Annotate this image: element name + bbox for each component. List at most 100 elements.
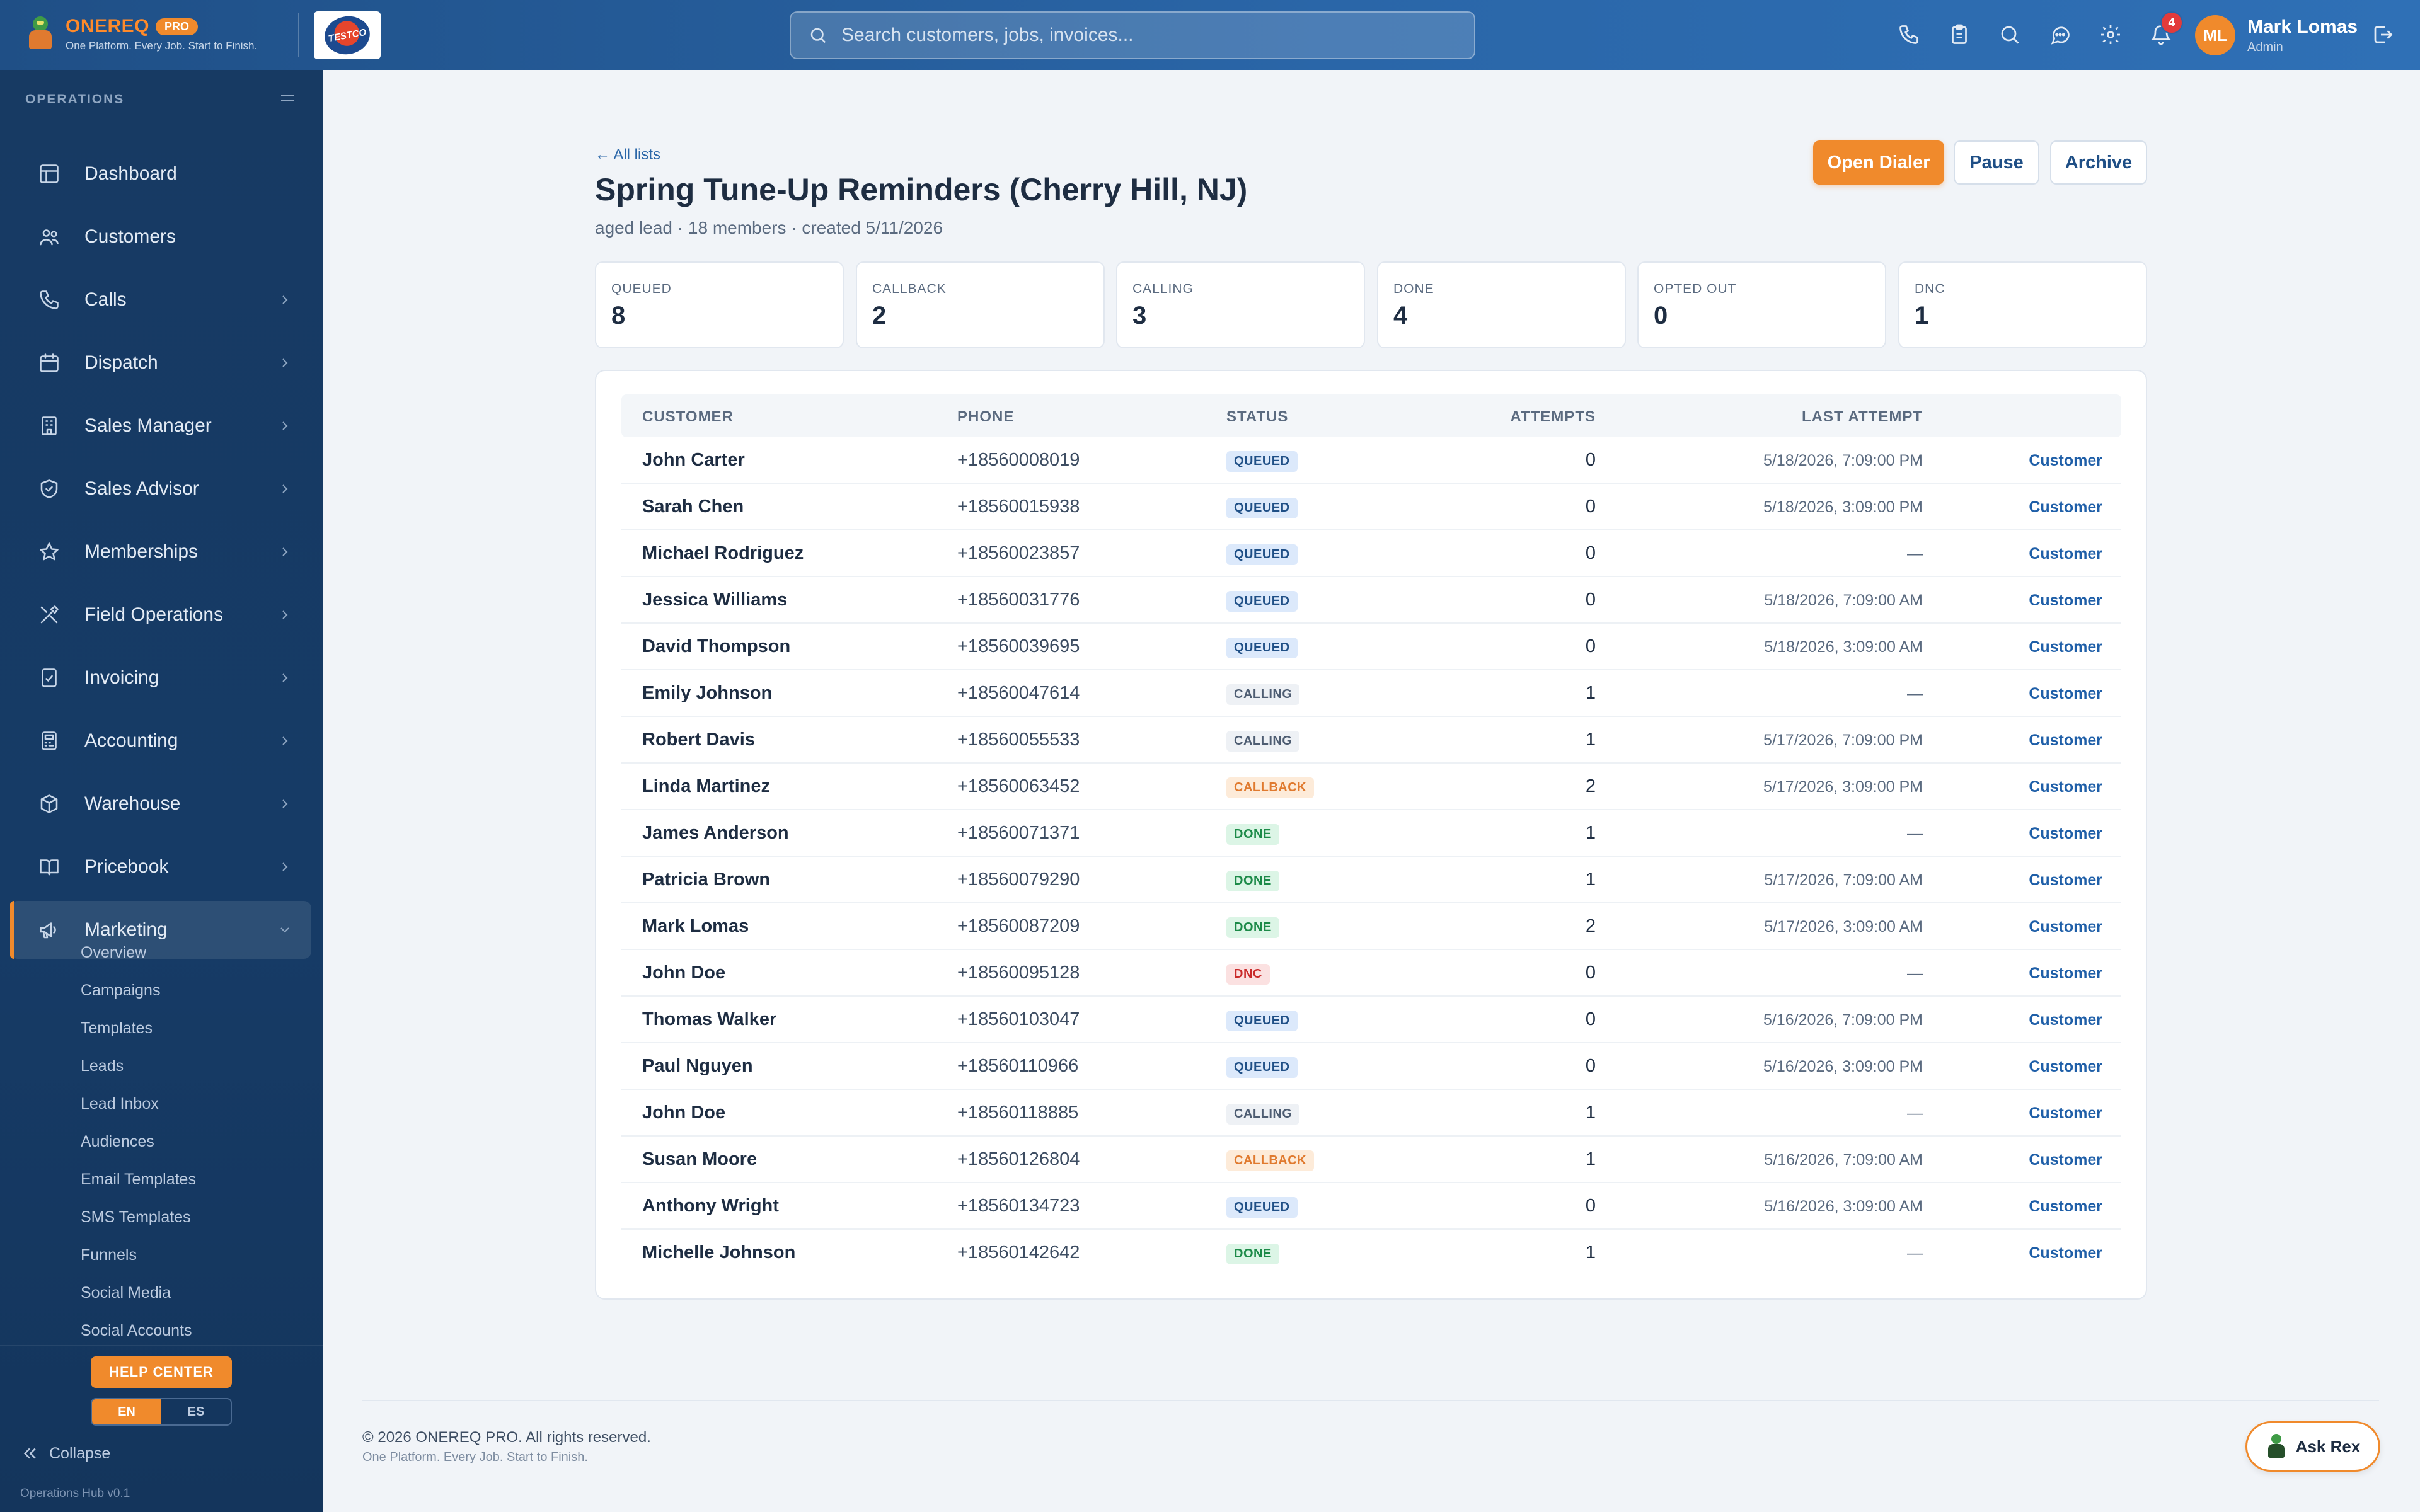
- table-row[interactable]: Emily Johnson +18560047614 CALLING 1 — Custom…: [621, 670, 2121, 717]
- sidebar-item-calls[interactable]: Calls: [10, 271, 311, 329]
- submenu-item-sms-templates[interactable]: SMS Templates: [81, 1208, 191, 1226]
- sidebar-item-dispatch[interactable]: Dispatch: [10, 334, 311, 392]
- table-row[interactable]: Susan Moore +18560126804 CALLBACK 1 5/16/202…: [621, 1137, 2121, 1183]
- sidebar-item-pricebook[interactable]: Pricebook: [10, 838, 311, 896]
- table-row[interactable]: Linda Martinez +18560063452 CALLBACK 2 5/17/…: [621, 764, 2121, 810]
- ask-rex-button[interactable]: Ask Rex: [2245, 1421, 2380, 1472]
- customer-link[interactable]: Customer: [2029, 731, 2102, 749]
- user-role: Admin: [2247, 40, 2283, 54]
- customer-link[interactable]: Customer: [2029, 545, 2102, 563]
- sidebar-item-warehouse[interactable]: Warehouse: [10, 775, 311, 833]
- table-row[interactable]: Paul Nguyen +18560110966 QUEUED 0 5/16/2026,…: [621, 1043, 2121, 1090]
- submenu-item-funnels[interactable]: Funnels: [81, 1246, 137, 1264]
- customer-link[interactable]: Customer: [2029, 1011, 2102, 1029]
- customer-link[interactable]: Customer: [2029, 918, 2102, 936]
- table-row[interactable]: Mark Lomas +18560087209 DONE 2 5/17/2026, 3:…: [621, 903, 2121, 950]
- sidebar-item-sales-manager[interactable]: Sales Manager: [10, 397, 311, 455]
- submenu-item-overview[interactable]: Overview: [81, 944, 147, 961]
- archive-button[interactable]: Archive: [2050, 140, 2147, 185]
- bell-icon[interactable]: [2148, 21, 2174, 48]
- table-row[interactable]: David Thompson +18560039695 QUEUED 0 5/18/20…: [621, 624, 2121, 670]
- sidebar-item-field-operations[interactable]: Field Operations: [10, 586, 311, 644]
- lang-es-button[interactable]: ES: [187, 1404, 205, 1419]
- table-row[interactable]: Michael Rodriguez +18560023857 QUEUED 0 — Cus…: [621, 530, 2121, 577]
- column-header-phone[interactable]: PHONE: [957, 408, 1015, 425]
- clipboard-icon[interactable]: [1946, 21, 1973, 48]
- search-icon[interactable]: [1997, 21, 2023, 48]
- customer-link[interactable]: Customer: [2029, 965, 2102, 982]
- submenu-item-templates[interactable]: Templates: [81, 1019, 153, 1037]
- sidebar-item-label: Accounting: [84, 730, 178, 751]
- customer-link[interactable]: Customer: [2029, 778, 2102, 796]
- table-row[interactable]: John Doe +18560118885 CALLING 1 — Customer: [621, 1090, 2121, 1137]
- submenu-item-social-accounts[interactable]: Social Accounts: [81, 1322, 192, 1339]
- column-header-customer[interactable]: CUSTOMER: [642, 408, 734, 425]
- customer-link[interactable]: Customer: [2029, 1151, 2102, 1169]
- customer-link[interactable]: Customer: [2029, 1198, 2102, 1215]
- attempts-count: 1: [1585, 730, 1596, 750]
- collapse-section-icon[interactable]: [280, 93, 295, 103]
- customer-link[interactable]: Customer: [2029, 592, 2102, 609]
- table-row[interactable]: Jessica Williams +18560031776 QUEUED 0 5/18/…: [621, 577, 2121, 624]
- sidebar-item-sales-advisor[interactable]: Sales Advisor: [10, 460, 311, 518]
- chat-icon[interactable]: [2047, 21, 2073, 48]
- chevron-right-icon: [282, 736, 288, 745]
- phone-number: +18560047614: [957, 683, 1080, 703]
- customer-link[interactable]: Customer: [2029, 1104, 2102, 1122]
- column-header-status[interactable]: STATUS: [1226, 408, 1289, 425]
- logout-icon[interactable]: [2370, 21, 2396, 48]
- customer-link[interactable]: Customer: [2029, 498, 2102, 516]
- sidebar-item-customers[interactable]: Customers: [10, 208, 311, 266]
- sidebar-item-accounting[interactable]: Accounting: [10, 712, 311, 770]
- sidebar-item-dashboard[interactable]: Dashboard: [10, 145, 311, 203]
- rex-mascot-icon: [2266, 1434, 2287, 1459]
- search-input[interactable]: [841, 25, 1409, 46]
- brand-tagline: One Platform. Every Job. Start to Finish…: [66, 40, 258, 52]
- table-row[interactable]: Patricia Brown +18560079290 DONE 1 5/17/2026…: [621, 857, 2121, 903]
- submenu-item-leads[interactable]: Leads: [81, 1057, 124, 1075]
- table-row[interactable]: Michelle Johnson +18560142642 DONE 1 — Custom…: [621, 1230, 2121, 1276]
- customer-link[interactable]: Customer: [2029, 825, 2102, 842]
- table-row[interactable]: James Anderson +18560071371 DONE 1 — Customer: [621, 810, 2121, 857]
- customer-link[interactable]: Customer: [2029, 685, 2102, 702]
- lang-en-button[interactable]: EN: [92, 1399, 161, 1424]
- gear-icon[interactable]: [2097, 21, 2124, 48]
- sidebar-item-label: Customers: [84, 226, 176, 247]
- avatar[interactable]: ML: [2195, 15, 2235, 55]
- customer-link[interactable]: Customer: [2029, 871, 2102, 889]
- box-icon: [37, 791, 62, 816]
- table-row[interactable]: Thomas Walker +18560103047 QUEUED 0 5/16/202…: [621, 997, 2121, 1043]
- brand-mascot-icon: [24, 14, 57, 54]
- column-header-last-attempt[interactable]: LAST ATTEMPT: [1802, 408, 1923, 425]
- back-link[interactable]: ← All lists: [595, 146, 661, 163]
- phone-icon[interactable]: [1896, 21, 1922, 48]
- customer-link[interactable]: Customer: [2029, 638, 2102, 656]
- help-center-button[interactable]: HELP CENTER: [91, 1356, 232, 1388]
- open-dialer-button[interactable]: Open Dialer: [1813, 140, 1944, 185]
- table-row[interactable]: John Carter +18560008019 QUEUED 0 5/18/2026,…: [621, 437, 2121, 484]
- submenu-item-email-templates[interactable]: Email Templates: [81, 1171, 196, 1188]
- user-menu[interactable]: Mark Lomas Admin: [2247, 16, 2358, 55]
- column-header-attempts[interactable]: ATTEMPTS: [1510, 408, 1596, 425]
- customer-link[interactable]: Customer: [2029, 1058, 2102, 1075]
- table-row[interactable]: Anthony Wright +18560134723 QUEUED 0 5/16/20…: [621, 1183, 2121, 1230]
- brand[interactable]: ONEREQ PRO One Platform. Every Job. Star…: [24, 14, 257, 54]
- table-row[interactable]: Sarah Chen +18560015938 QUEUED 0 5/18/2026, …: [621, 484, 2121, 530]
- shield-icon: [37, 476, 62, 501]
- sidebar-item-memberships[interactable]: Memberships: [10, 523, 311, 581]
- collapse-sidebar-button[interactable]: Collapse: [20, 1444, 110, 1463]
- sidebar-item-marketing[interactable]: Marketing: [10, 901, 311, 959]
- customer-link[interactable]: Customer: [2029, 452, 2102, 469]
- search-bar[interactable]: [790, 11, 1475, 59]
- submenu-item-campaigns[interactable]: Campaigns: [81, 982, 161, 999]
- submenu-item-audiences[interactable]: Audiences: [81, 1133, 154, 1150]
- pause-button[interactable]: Pause: [1954, 140, 2039, 185]
- table-row[interactable]: Robert Davis +18560055533 CALLING 1 5/17/202…: [621, 717, 2121, 764]
- table-row[interactable]: John Doe +18560095128 DNC 0 — Customer: [621, 950, 2121, 997]
- star-icon: [37, 539, 62, 564]
- sidebar-item-invoicing[interactable]: Invoicing: [10, 649, 311, 707]
- status-badge: QUEUED: [1226, 1197, 1298, 1218]
- submenu-item-social-media[interactable]: Social Media: [81, 1284, 171, 1302]
- submenu-item-lead-inbox[interactable]: Lead Inbox: [81, 1095, 159, 1113]
- customer-link[interactable]: Customer: [2029, 1244, 2102, 1262]
